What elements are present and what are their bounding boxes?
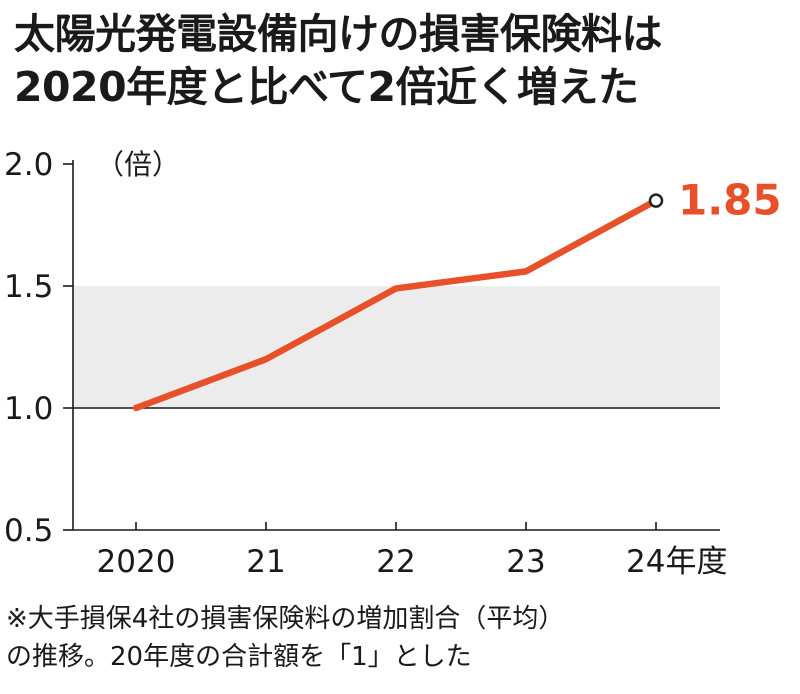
chart-title: 太陽光発電設備向けの損害保険料は 2020年度と比べて2倍近く増えた [14, 8, 794, 114]
y-tick-label: 0.5 [4, 513, 53, 549]
x-ticks: 2020 21 22 23 24年度 [97, 522, 727, 580]
y-tick-label: 2.0 [4, 147, 53, 183]
title-line-2: 2020年度と比べて2倍近く増えた [14, 63, 639, 111]
x-tick-label: 2020 [97, 544, 176, 580]
title-line-1: 太陽光発電設備向けの損害保険料は [14, 10, 663, 58]
x-tick-label: 22 [376, 544, 415, 580]
y-unit-label: （倍） [96, 148, 180, 181]
footnote-line-2: の推移。20年度の合計額を「1」とした [6, 642, 472, 672]
x-tick-label: 24年度 [626, 544, 727, 580]
y-tick-label: 1.5 [4, 269, 53, 305]
data-points [135, 193, 664, 409]
y-tick-label: 1.0 [4, 391, 53, 427]
x-tick-label: 23 [506, 544, 545, 580]
y-ticks: 2.0 1.5 1.0 0.5 [4, 147, 73, 549]
data-point [648, 193, 664, 208]
line-chart: 2.0 1.5 1.0 0.5 2020 21 22 23 24年度 （倍） 1.85 [4, 147, 782, 580]
shaded-band [73, 286, 720, 408]
end-value-label: 1.85 [678, 176, 782, 225]
footnote-line-1: ※大手損保4社の損害保険料の増加割合（平均） [6, 604, 565, 634]
footnote: ※大手損保4社の損害保険料の増加割合（平均） の推移。20年度の合計額を「1」と… [6, 600, 796, 676]
x-tick-label: 21 [246, 544, 285, 580]
